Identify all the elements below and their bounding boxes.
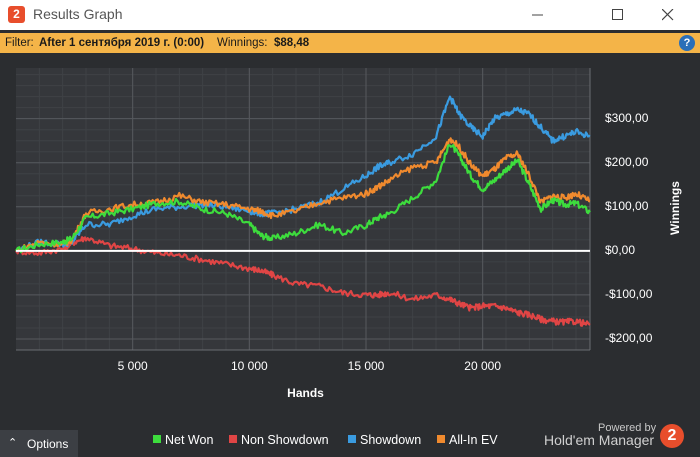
filter-value[interactable]: After 1 сентября 2019 г. (0:00) — [39, 37, 205, 49]
winnings-label: Winnings: — [217, 37, 268, 49]
legend-swatch — [229, 435, 237, 443]
close-icon — [662, 9, 674, 21]
minimize-button[interactable] — [515, 0, 561, 30]
winnings-value: $88,48 — [274, 37, 310, 49]
maximize-button[interactable] — [595, 0, 641, 30]
y-tick-label: $200,00 — [605, 154, 649, 169]
legend-label: Net Won — [165, 433, 214, 447]
x-tick-label: 5 000 — [117, 359, 148, 373]
chevron-up-icon: ⌃ — [8, 437, 18, 449]
legend-label: All-In EV — [449, 433, 498, 447]
y-tick-label: $300,00 — [605, 110, 649, 125]
series-all-in-ev-line — [15, 137, 591, 253]
y-tick-label: -$100,00 — [605, 286, 653, 301]
help-icon[interactable]: ? — [679, 35, 695, 51]
x-tick-label: 20 000 — [464, 359, 502, 373]
legend-label: Non Showdown — [241, 433, 329, 447]
brand-name: Hold'em Manager — [544, 432, 655, 448]
brand-logo: 2 — [660, 424, 684, 448]
legend-showdown[interactable]: Showdown — [348, 433, 421, 449]
series-showdown-line — [15, 95, 591, 253]
options-label: Options — [27, 437, 69, 451]
y-tick-label: -$200,00 — [605, 330, 653, 345]
window-title: Results Graph — [33, 6, 123, 22]
filter-bar: Filter: After 1 сентября 2019 г. (0:00) … — [0, 33, 700, 53]
x-tick-label: 15 000 — [347, 359, 385, 373]
app-logo: 2 — [8, 6, 25, 23]
legend-swatch — [437, 435, 445, 443]
legend-swatch — [348, 435, 356, 443]
y-axis-label: Winnings — [668, 181, 682, 235]
x-axis-label: Hands — [287, 386, 324, 400]
legend-non-showdown[interactable]: Non Showdown — [229, 433, 329, 449]
series-net-won-line — [15, 144, 591, 254]
series-non-showdown-line — [15, 236, 591, 327]
close-button[interactable] — [645, 0, 691, 30]
legend-label: Showdown — [360, 433, 422, 447]
minimize-icon — [532, 14, 543, 16]
legend-net-won[interactable]: Net Won — [153, 433, 213, 449]
title-bar: 2 Results Graph — [0, 0, 700, 30]
y-tick-label: $0,00 — [605, 242, 636, 257]
legend-swatch — [153, 435, 161, 443]
powered-by-text: Powered by — [598, 422, 657, 434]
legend-all-in-ev[interactable]: All-In EV — [437, 433, 498, 449]
maximize-icon — [612, 9, 623, 20]
y-tick-label: $100,00 — [605, 198, 649, 213]
options-button[interactable]: ⌃ Options — [0, 430, 78, 457]
filter-label: Filter: — [5, 37, 34, 49]
x-tick-label: 10 000 — [230, 359, 268, 373]
